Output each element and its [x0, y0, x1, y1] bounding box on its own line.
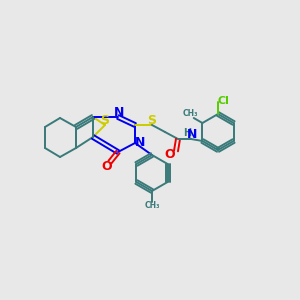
Text: N: N [114, 106, 124, 119]
Text: H: H [183, 128, 191, 138]
Text: N: N [135, 136, 145, 148]
Text: S: S [100, 115, 109, 128]
Text: N: N [187, 128, 197, 142]
Text: CH₃: CH₃ [183, 109, 199, 118]
Text: S: S [148, 113, 157, 127]
Text: CH₃: CH₃ [144, 202, 160, 211]
Text: O: O [102, 160, 112, 172]
Text: O: O [165, 148, 175, 161]
Text: Cl: Cl [217, 96, 229, 106]
